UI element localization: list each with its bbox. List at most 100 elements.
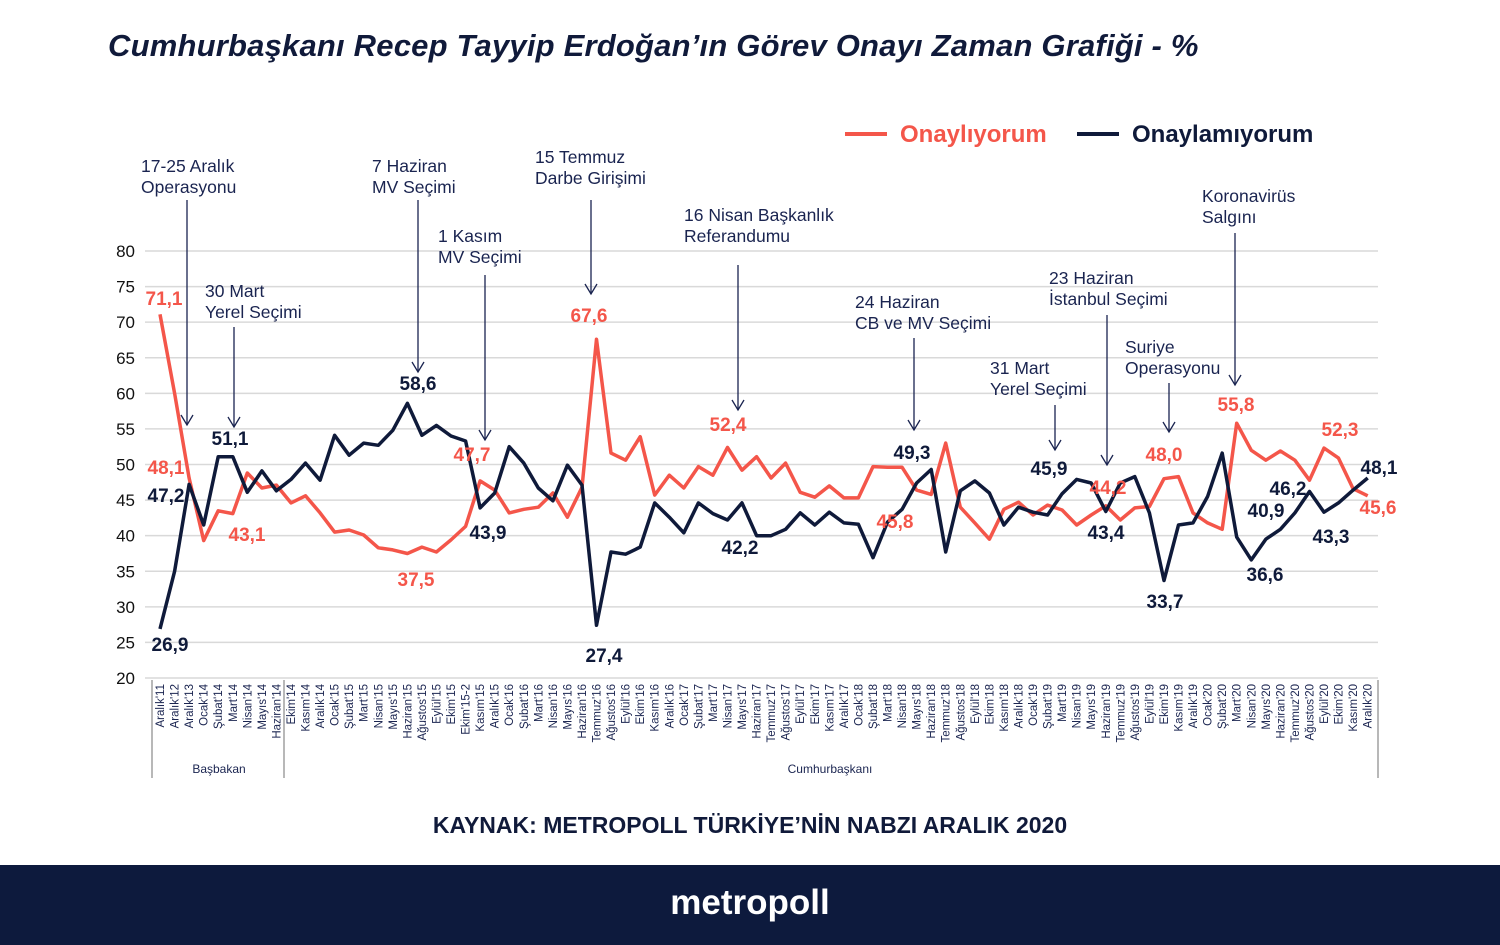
y-tick-label: 65 [116, 349, 135, 368]
data-label: 51,1 [212, 429, 249, 450]
x-tick-label: Temmuz'19 [1115, 684, 1127, 742]
data-label: 44,2 [1090, 478, 1127, 499]
x-tick-label: Nisan'14 [242, 683, 254, 728]
data-label: 40,9 [1248, 501, 1285, 522]
x-tick-label: Ağustos'18 [955, 684, 967, 741]
x-tick-label: Kasım'20 [1348, 684, 1360, 732]
x-tick-label: Ekim'16 [635, 684, 647, 725]
x-tick-label: Ağustos'15 [417, 684, 429, 741]
annotation-text: 31 Mart [990, 358, 1049, 378]
x-tick-label: Şubat'18 [868, 684, 880, 729]
data-label: 58,6 [400, 374, 437, 395]
x-tick-label: Aralık'16 [664, 684, 676, 728]
x-tick-label: Haziran'16 [577, 684, 589, 739]
x-tick-label: Mayıs'20 [1261, 684, 1273, 730]
arrow-head-icon [1048, 439, 1062, 452]
y-tick-label: 25 [116, 633, 135, 652]
x-tick-label: Aralık'15 [490, 684, 502, 728]
x-tick-label: Mayıs'15 [388, 684, 400, 730]
x-tick-label: Ocak'18 [853, 684, 865, 726]
x-tick-label: Ocak'19 [1028, 684, 1040, 726]
data-label: 26,9 [152, 635, 189, 656]
x-tick-label: Ekim'14 [286, 683, 298, 724]
data-label: 52,4 [710, 415, 747, 436]
x-tick-label: Temmuz'18 [941, 684, 953, 742]
data-label: 37,5 [398, 570, 435, 591]
x-tick-label: Aralık'14 [315, 683, 327, 728]
annotation-text: MV Seçimi [438, 247, 522, 267]
data-label: 48,0 [1146, 445, 1183, 466]
arrow-head-icon [227, 416, 241, 429]
arrow-head-icon [1228, 374, 1242, 387]
x-tick-label: Mart'17 [708, 684, 720, 722]
data-label: 36,6 [1247, 565, 1284, 586]
x-tick-label: Aralık'19 [1188, 684, 1200, 728]
x-tick-label: Aralık'18 [1013, 684, 1025, 728]
y-tick-label: 70 [116, 313, 135, 332]
y-tick-label: 60 [116, 384, 135, 403]
annotation-text: 1 Kasım [438, 226, 502, 246]
x-tick-label: Nisan'20 [1246, 684, 1258, 728]
arrow-head-icon [411, 361, 425, 374]
data-label: 49,3 [894, 443, 931, 464]
x-tick-label: Nisan'15 [373, 684, 385, 728]
data-label: 42,2 [722, 538, 759, 559]
x-tick-label: Aralık'11 [155, 684, 167, 728]
x-tick-label: Eylül'19 [1144, 684, 1156, 724]
x-tick-label: Kasım'14 [301, 683, 313, 731]
brand-logo: metropoll [670, 883, 830, 922]
arrow-head-icon [180, 414, 194, 427]
annotation-text: Yerel Seçimi [990, 379, 1087, 399]
data-label: 43,4 [1088, 523, 1125, 544]
x-tick-label: Temmuz'20 [1290, 684, 1302, 742]
y-tick-label: 40 [116, 527, 135, 546]
x-tick-label: Şubat'19 [1043, 684, 1055, 729]
x-tick-label: Ocak'14 [199, 683, 211, 725]
y-tick-label: 55 [116, 420, 135, 439]
annotation-text: 24 Haziran [855, 292, 940, 312]
x-tick-label: Ekim'17 [810, 684, 822, 725]
chart-title: Cumhurbaşkanı Recep Tayyip Erdoğan’ın Gö… [108, 28, 1199, 63]
data-label: 71,1 [146, 289, 183, 310]
annotation-text: Suriye [1125, 337, 1175, 357]
x-tick-label: Mart'16 [533, 684, 545, 722]
annotation-text: Yerel Seçimi [205, 302, 302, 322]
x-tick-label: Şubat'15 [344, 684, 356, 729]
x-tick-label: Haziran'14 [271, 683, 283, 738]
x-tick-label: Şubat'14 [213, 683, 225, 729]
x-tick-label: Eylül'17 [795, 684, 807, 724]
annotation-text: 16 Nisan Başkanlık [684, 205, 834, 225]
y-tick-label: 80 [116, 242, 135, 261]
x-tick-label: Şubat'16 [519, 684, 531, 729]
x-tick-label: Nisan'16 [548, 684, 560, 728]
x-tick-label: Aralık'12 [170, 684, 182, 728]
annotation-text: Salgını [1202, 207, 1256, 227]
x-tick-label: Kasım'18 [999, 684, 1011, 732]
y-tick-label: 50 [116, 456, 135, 475]
x-tick-label: Eylül'18 [970, 684, 982, 724]
annotation-text: 17-25 Aralık [141, 156, 235, 176]
x-tick-label: Kasım'19 [1174, 684, 1186, 732]
y-tick-label: 45 [116, 491, 135, 510]
x-tick-label: Temmuz'17 [766, 684, 778, 742]
y-tick-label: 35 [116, 562, 135, 581]
x-tick-label: Haziran'20 [1275, 684, 1287, 739]
x-tick-label: Aralık'20 [1363, 684, 1375, 728]
annotation-text: Operasyonu [1125, 358, 1220, 378]
arrow-head-icon [1162, 421, 1176, 434]
data-label: 55,8 [1218, 395, 1255, 416]
annotation-text: 30 Mart [205, 281, 264, 301]
data-label: 43,3 [1313, 527, 1350, 548]
x-tick-label: Haziran'17 [752, 684, 764, 739]
y-tick-label: 20 [116, 669, 135, 688]
data-label: 45,8 [877, 512, 914, 533]
annotation-text: 15 Temmuz [535, 147, 625, 167]
x-tick-label: Kasım'15 [475, 684, 487, 732]
data-label: 33,7 [1147, 592, 1184, 613]
data-label: 45,6 [1360, 498, 1397, 519]
x-tick-label: Ağustos'16 [606, 684, 618, 741]
x-tick-label: Haziran'19 [1101, 684, 1113, 739]
x-tick-label: Nisan'18 [897, 684, 909, 728]
x-tick-label: Şubat'20 [1217, 684, 1229, 729]
